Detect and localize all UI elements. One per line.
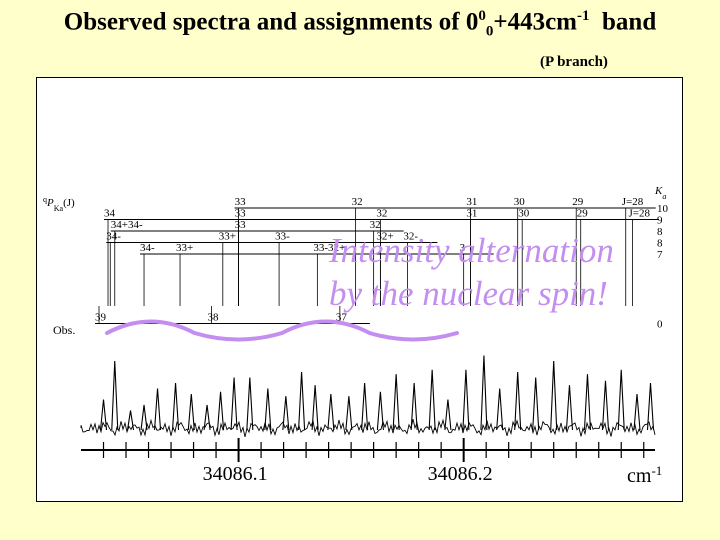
assignment-label-3-1: 33+ — [219, 231, 236, 243]
spectrum-peak-26 — [514, 371, 522, 431]
annotation-line-1: Intensity alternation — [329, 231, 614, 270]
spectrum-peak-11 — [264, 388, 272, 431]
spectrum-peak-21 — [428, 369, 436, 431]
slide-title: Observed spectra and assignments of 000+… — [0, 8, 720, 40]
spectrum-peak-6 — [187, 393, 195, 431]
assignment-label-0-5: J=28 — [622, 196, 644, 208]
assignment-label-1-3: 31 — [466, 208, 477, 220]
x-axis-unit: cm-1 — [627, 463, 662, 488]
assignment-label-2-0: 34+34- — [111, 219, 143, 231]
title-tail: +443cm — [493, 8, 578, 36]
spectrum-peak-9 — [230, 377, 238, 431]
spectrum-peak-15 — [327, 393, 335, 431]
spectrum-peak-16 — [345, 396, 353, 431]
spectrum-peak-31 — [601, 380, 610, 431]
spectrum-peak-0 — [99, 399, 108, 431]
assignment-label-1-1: 33 — [235, 208, 247, 220]
spectrum-peak-22 — [444, 399, 452, 431]
ka-header: Ka — [654, 185, 666, 201]
spectrum-peak-13 — [298, 371, 306, 431]
assignment-label-0-4: 29 — [572, 196, 584, 208]
trace-label: Obs. — [53, 323, 75, 337]
spectrum-peak-2 — [126, 410, 135, 431]
assignment-label-5-2: 37 — [336, 312, 348, 324]
assignment-label-3-2: 33- — [275, 231, 290, 243]
assignment-label-0-2: 31 — [466, 196, 477, 208]
spectrum-peak-29 — [565, 385, 574, 431]
spectrum-trace — [80, 418, 656, 438]
spectrum-peak-33 — [633, 393, 641, 431]
assignment-label-1-4: 30 — [518, 208, 530, 220]
title-exponent: -1 — [577, 8, 590, 24]
spectrum-peak-14 — [311, 385, 319, 431]
spectrum-peak-28 — [550, 360, 558, 431]
title-subscript: 0 — [485, 23, 494, 40]
assignment-label-0-3: 30 — [514, 196, 526, 208]
spectrum-peak-12 — [282, 396, 290, 431]
ka-value-5: 0 — [657, 319, 663, 331]
ka-value-3: 8 — [657, 238, 663, 250]
ka-value-4: 7 — [657, 249, 663, 261]
spectrum-peak-20 — [410, 382, 418, 431]
assignment-label-1-0: 34 — [104, 208, 116, 220]
spectrum-peak-27 — [532, 377, 540, 431]
spectrum-figure: qPKa(J) Ka 10 33 32 31 30 29 J=28 9 34 33 32 31 30 29 J=… — [36, 77, 683, 502]
assignment-label-3-3: 32+ — [376, 231, 393, 243]
spectrum-peak-24 — [480, 355, 488, 431]
panel-subtitle: (P branch) — [540, 54, 608, 70]
assignment-header: qPKa(J) — [43, 195, 75, 213]
spectrum-peak-32 — [617, 369, 625, 431]
assignment-label-4-3: 3 — [460, 242, 466, 254]
assignment-label-4-1: 33+ — [176, 242, 193, 254]
assignment-label-5-0: 39 — [95, 312, 107, 324]
assignment-label-5-1: 38 — [208, 312, 220, 324]
spectrum-peak-19 — [392, 374, 400, 431]
assignment-label-1-2: 32 — [376, 208, 387, 220]
assignment-label-2-2: 32 — [370, 219, 381, 231]
title-main: Observed spectra and assignments of 0 — [63, 8, 479, 36]
x-tick-label-0: 34086.1 — [203, 463, 268, 485]
annotation: Intensity alternation by the nuclear spi… — [329, 229, 614, 315]
spectrum-peak-5 — [171, 382, 180, 431]
assignment-label-2-1: 33 — [235, 219, 247, 231]
assignment-label-0-0: 33 — [235, 196, 247, 208]
spectrum-peak-7 — [203, 404, 211, 431]
spectrum-peak-10 — [246, 377, 254, 431]
spectrum-peak-25 — [496, 388, 504, 431]
spectrum-peak-1 — [111, 360, 119, 431]
spectrum-peak-34 — [646, 382, 655, 431]
title-end: band — [589, 8, 657, 36]
spectrum-peak-23 — [462, 369, 470, 431]
spectrum-peak-30 — [583, 374, 592, 431]
spectrum-peak-3 — [140, 404, 148, 431]
annotation-line-2: by the nuclear spin! — [329, 274, 608, 313]
title-superscript: 0 — [478, 8, 486, 24]
ka-value-1: 9 — [657, 215, 663, 227]
assignment-label-1-5: 29 — [577, 208, 589, 220]
assignment-label-3-4: 32- — [403, 231, 418, 243]
spectrum-peak-8 — [217, 391, 225, 431]
assignment-label-0-1: 32 — [352, 196, 363, 208]
spectrum-peak-17 — [361, 382, 369, 431]
ka-value-2: 8 — [657, 226, 663, 238]
assignment-label-4-2: 33-32+ — [313, 242, 345, 254]
assignment-label-4-0: 34- — [140, 242, 155, 254]
spectrum-peak-4 — [153, 388, 162, 431]
ka-value-0: 10 — [657, 203, 669, 215]
intensity-wave — [105, 319, 459, 342]
assignment-label-1-6: J=28 — [628, 208, 650, 220]
x-tick-label-1: 34086.2 — [428, 463, 493, 485]
assignment-label-3-0: 34- — [106, 231, 121, 243]
spectrum-peak-18 — [376, 391, 384, 431]
